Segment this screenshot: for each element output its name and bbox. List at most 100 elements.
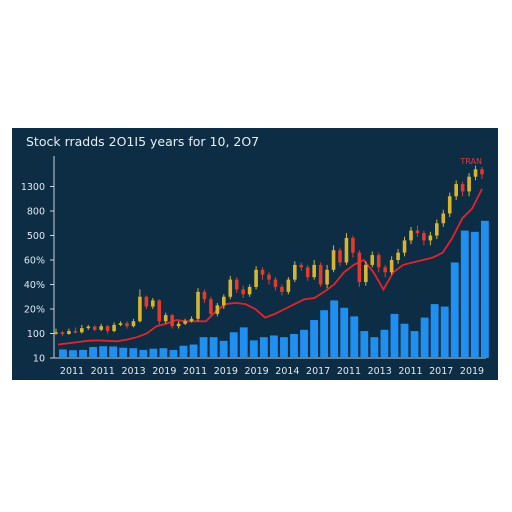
volume-bar bbox=[89, 346, 97, 358]
candle-body bbox=[241, 289, 245, 295]
candle-body bbox=[222, 296, 226, 306]
candle-body bbox=[92, 326, 97, 330]
x-tick-label: 2019 bbox=[214, 366, 238, 377]
volume-bar bbox=[129, 348, 138, 358]
candle-body bbox=[60, 332, 65, 334]
volume-bar bbox=[420, 317, 429, 358]
candle-body bbox=[163, 315, 168, 322]
chart-plot: 10 100 20% 40% 60% 500 800 1300 2011 2011 2013 2019… bbox=[21, 156, 489, 377]
y-tick-label: 40% bbox=[24, 280, 45, 291]
volume-bar bbox=[380, 329, 389, 358]
volume-bar bbox=[390, 313, 399, 358]
candle-body bbox=[305, 267, 310, 278]
volume-bar bbox=[139, 349, 148, 358]
candle-body bbox=[67, 331, 71, 334]
y-tick-label: 60% bbox=[24, 256, 45, 267]
candle-body bbox=[480, 169, 484, 175]
candle-body bbox=[351, 237, 355, 253]
candle-body bbox=[331, 250, 336, 270]
candle-body bbox=[396, 252, 400, 260]
volume-bar bbox=[109, 346, 118, 358]
candle-body bbox=[228, 279, 233, 297]
volume-bar bbox=[340, 307, 349, 358]
volume-bar bbox=[269, 335, 278, 358]
x-tick-label: 2011 bbox=[337, 366, 361, 377]
volume-bar bbox=[310, 320, 319, 358]
candle-body bbox=[170, 315, 174, 327]
x-tick-label: 2019 bbox=[245, 366, 269, 377]
volume-bar bbox=[179, 345, 188, 358]
volume-bar bbox=[239, 327, 248, 358]
volume-bar bbox=[69, 350, 77, 358]
trend-line bbox=[57, 188, 483, 346]
candle-body bbox=[299, 264, 304, 268]
candle-body bbox=[73, 331, 78, 333]
candle-body bbox=[286, 279, 291, 292]
candle-body bbox=[273, 279, 278, 287]
candle-body bbox=[254, 269, 258, 287]
candle-body bbox=[125, 323, 129, 327]
volume-bar bbox=[149, 348, 158, 358]
volume-bar bbox=[370, 337, 379, 358]
candle-body bbox=[86, 326, 91, 329]
candle-body bbox=[325, 269, 329, 285]
x-tick-label: 2017 bbox=[306, 366, 330, 377]
x-tick-label: 2014 bbox=[275, 366, 299, 377]
candle-body bbox=[196, 291, 200, 319]
volume-bar bbox=[229, 332, 238, 358]
volume-bar bbox=[450, 262, 459, 358]
y-tick-label: 500 bbox=[27, 231, 45, 242]
volume-bar bbox=[99, 346, 108, 358]
candle-body bbox=[267, 274, 271, 280]
candle-body bbox=[183, 321, 187, 324]
candle-body bbox=[138, 296, 142, 322]
candle-body bbox=[447, 196, 452, 214]
candle-body bbox=[376, 255, 381, 268]
volume-bar bbox=[470, 231, 479, 358]
x-tick-label: 2017 bbox=[429, 366, 453, 377]
volume-bar bbox=[119, 347, 128, 358]
x-tick-label: 2011 bbox=[398, 366, 422, 377]
candle-body bbox=[260, 269, 265, 275]
volume-bar bbox=[219, 340, 228, 358]
candle-body bbox=[409, 230, 413, 241]
chart-panel: Stock rradds 2O1I5 years for 10, 2O7 10 1… bbox=[12, 128, 498, 380]
volume-bar bbox=[59, 349, 67, 358]
candle-body bbox=[441, 213, 446, 224]
x-tick-label: 2011 bbox=[91, 366, 115, 377]
candle-body bbox=[344, 237, 349, 263]
volume-bar bbox=[199, 337, 208, 358]
volume-bar bbox=[350, 316, 359, 358]
candle-body bbox=[402, 240, 407, 253]
candle-body bbox=[176, 323, 181, 327]
chart-title: Stock rradds 2O1I5 years for 10, 2O7 bbox=[26, 134, 260, 149]
candle-body bbox=[338, 250, 342, 263]
candle-body bbox=[234, 279, 239, 290]
volume-bar bbox=[169, 349, 178, 358]
volume-bar bbox=[460, 230, 469, 358]
volume-bar bbox=[189, 344, 198, 358]
candle-body bbox=[467, 176, 471, 192]
volume-bar bbox=[79, 349, 87, 358]
volume-bar bbox=[360, 331, 369, 358]
volume-bar bbox=[159, 348, 168, 358]
x-tick-label: 2011 bbox=[60, 366, 84, 377]
volume-bar bbox=[259, 337, 268, 358]
x-tick-label: 2013 bbox=[121, 366, 145, 377]
candle-body bbox=[280, 286, 284, 292]
candle-body bbox=[80, 328, 84, 333]
candle-body bbox=[293, 264, 297, 280]
x-tick-label: 2013 bbox=[368, 366, 392, 377]
volume-bar bbox=[440, 306, 449, 358]
candle-body bbox=[415, 230, 420, 234]
volume-bar bbox=[249, 340, 258, 358]
x-tick-label: 2019 bbox=[152, 366, 176, 377]
candle-body bbox=[428, 235, 433, 241]
candle-body bbox=[144, 296, 149, 307]
candle-body bbox=[157, 300, 162, 322]
x-tick-label: 2011 bbox=[183, 366, 207, 377]
y-tick-label: 20% bbox=[24, 305, 45, 316]
y-tick-label: 100 bbox=[27, 329, 45, 340]
candle-body bbox=[383, 267, 387, 273]
chart-annotation: TRAN bbox=[459, 157, 482, 166]
